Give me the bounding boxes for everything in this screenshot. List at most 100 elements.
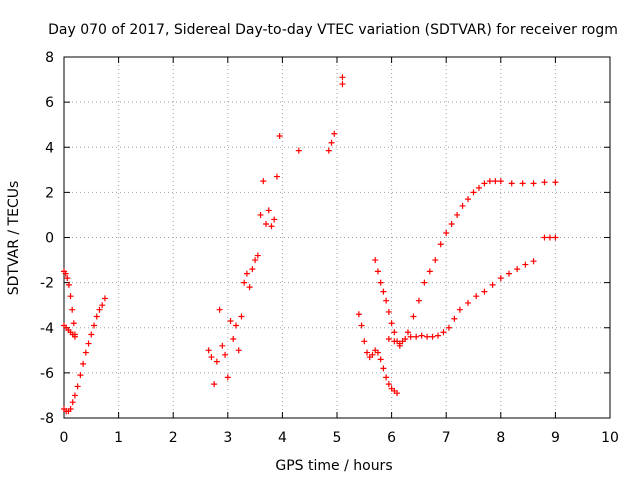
data-point	[82, 349, 89, 356]
data-point	[67, 293, 74, 300]
y-tick-label: -4	[40, 321, 54, 337]
data-point	[541, 234, 548, 241]
data-point	[268, 223, 275, 230]
x-tick-label: 9	[551, 430, 560, 446]
data-point	[377, 356, 384, 363]
data-point	[361, 338, 368, 345]
data-point	[273, 173, 280, 180]
data-point	[473, 293, 480, 300]
data-point	[372, 257, 379, 264]
data-point	[325, 147, 332, 154]
data-point	[552, 234, 559, 241]
data-point	[246, 284, 253, 291]
data-point	[546, 234, 553, 241]
data-point	[404, 329, 411, 336]
data-point	[219, 342, 226, 349]
data-point	[396, 340, 403, 347]
data-point	[216, 306, 223, 313]
data-point	[497, 178, 504, 185]
x-axis-label: GPS time / hours	[275, 458, 392, 474]
data-point	[388, 320, 395, 327]
data-point	[530, 180, 537, 187]
data-point	[238, 313, 245, 320]
y-tick-label: 4	[45, 140, 54, 156]
data-point	[77, 372, 84, 379]
data-point	[385, 336, 392, 343]
x-tick-label: 1	[114, 430, 123, 446]
data-point	[475, 184, 482, 191]
x-tick-label: 3	[223, 430, 232, 446]
data-point	[74, 383, 81, 390]
data-point	[263, 220, 270, 227]
data-point	[402, 336, 409, 343]
data-point	[265, 207, 272, 214]
data-point	[377, 279, 384, 286]
data-point	[260, 178, 267, 185]
data-point	[65, 281, 72, 288]
data-point	[369, 351, 376, 358]
data-point	[451, 315, 458, 322]
data-point	[394, 390, 401, 397]
data-point	[481, 180, 488, 187]
data-point	[380, 288, 387, 295]
data-point	[374, 349, 381, 356]
data-point	[358, 322, 365, 329]
data-point	[440, 329, 447, 336]
data-point	[254, 252, 261, 259]
data-point	[413, 333, 420, 340]
data-point	[230, 336, 237, 343]
data-point	[385, 308, 392, 315]
data-point	[88, 331, 95, 338]
data-point	[249, 266, 256, 273]
x-tick-label: 0	[60, 430, 69, 446]
chart-title: Day 070 of 2017, Sidereal Day-to-day VTE…	[48, 22, 618, 38]
data-point	[481, 288, 488, 295]
data-point	[380, 365, 387, 372]
data-point	[85, 340, 92, 347]
x-tick-label: 8	[496, 430, 505, 446]
y-tick-label: 0	[45, 231, 54, 247]
chart-grid	[64, 57, 610, 418]
data-point	[514, 266, 521, 273]
data-point	[80, 360, 87, 367]
data-point	[383, 297, 390, 304]
data-point	[222, 351, 229, 358]
x-tick-label: 2	[169, 430, 178, 446]
data-point	[271, 216, 278, 223]
data-point	[486, 178, 493, 185]
data-point	[418, 332, 425, 339]
y-tick-label: -6	[40, 366, 54, 382]
data-point	[385, 381, 392, 388]
y-tick-labels: -8 -6 -4 -2 0 2 4 6 8	[40, 50, 54, 427]
y-tick-label: -8	[40, 411, 54, 427]
data-point	[69, 306, 76, 313]
data-point	[211, 381, 218, 388]
data-point	[101, 295, 108, 302]
data-point	[465, 299, 472, 306]
data-point	[552, 179, 559, 186]
x-tick-labels: 0 1 2 3 4 5 6 7 8 9 10	[60, 430, 619, 446]
data-point	[429, 333, 436, 340]
data-point	[93, 313, 100, 320]
data-point	[435, 332, 442, 339]
data-point	[519, 180, 526, 187]
y-tick-label: 2	[45, 185, 54, 201]
y-axis-label: SDTVAR / TECUs	[6, 181, 22, 296]
data-point	[67, 405, 74, 412]
data-point	[339, 74, 346, 81]
data-point	[295, 147, 302, 154]
data-point	[448, 220, 455, 227]
data-point	[70, 320, 77, 327]
data-point	[227, 317, 234, 324]
data-point	[235, 347, 242, 354]
data-point	[383, 374, 390, 381]
data-point	[331, 130, 338, 137]
data-point	[410, 313, 417, 320]
x-tick-label: 10	[601, 430, 619, 446]
data-point	[454, 211, 461, 218]
data-point	[243, 270, 250, 277]
data-point	[276, 132, 283, 139]
data-point	[62, 270, 69, 277]
data-point	[213, 358, 220, 365]
data-point	[71, 333, 78, 340]
